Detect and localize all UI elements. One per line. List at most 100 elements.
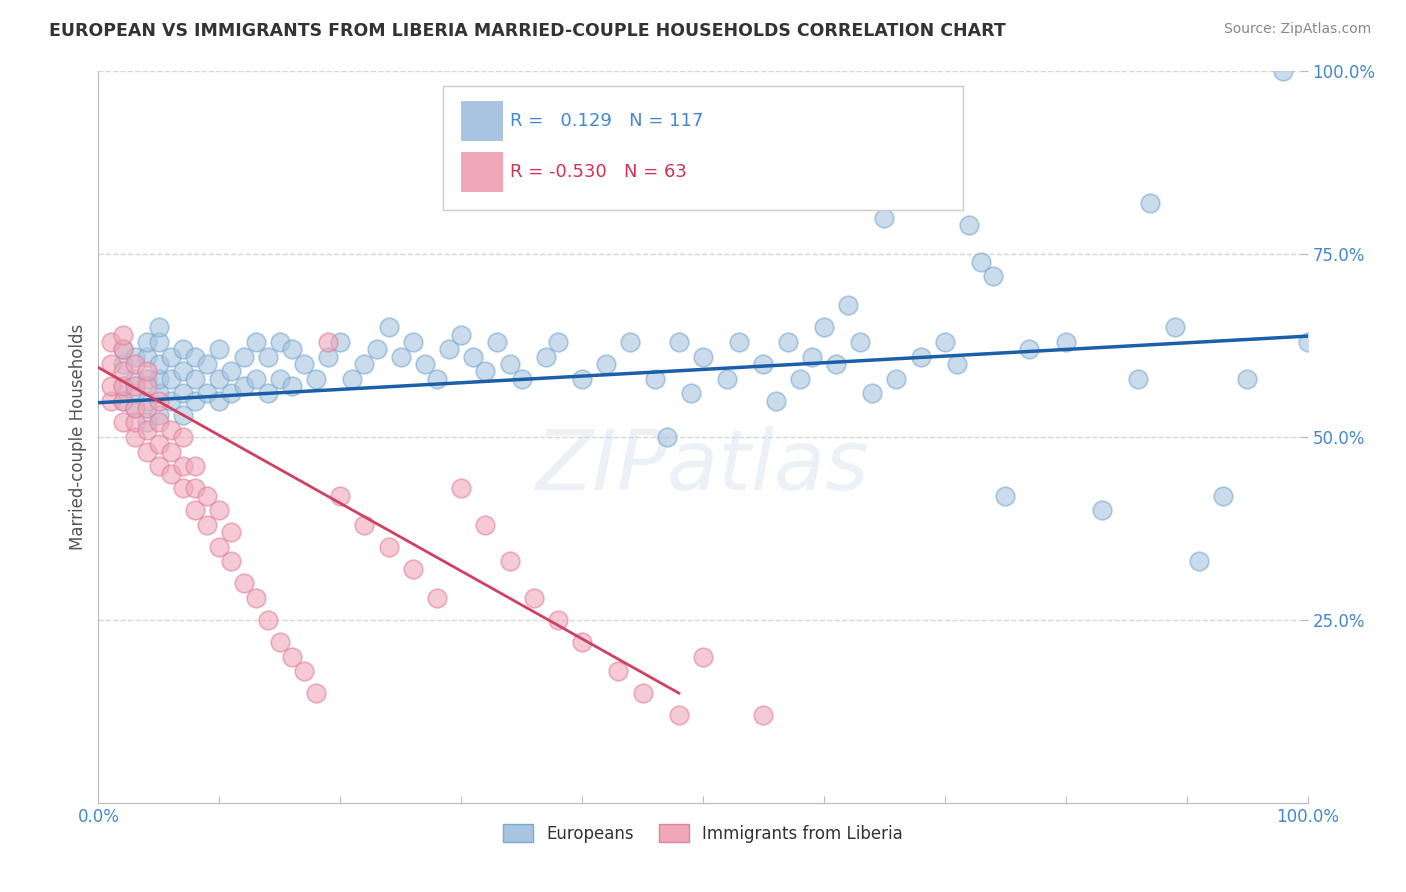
Point <box>329 489 352 503</box>
Point <box>172 459 194 474</box>
Legend: Europeans, Immigrants from Liberia: Europeans, Immigrants from Liberia <box>496 818 910 849</box>
Point <box>172 430 194 444</box>
Point <box>934 334 956 349</box>
Point <box>135 379 157 393</box>
Point <box>523 591 546 605</box>
Point <box>402 562 425 576</box>
Point <box>195 489 218 503</box>
Point <box>1163 320 1185 334</box>
Point <box>316 350 339 364</box>
Point <box>1236 371 1258 385</box>
Point <box>402 334 425 349</box>
Point <box>970 254 993 268</box>
Point <box>389 350 412 364</box>
Point <box>195 386 218 401</box>
Text: R =   0.129   N = 117: R = 0.129 N = 117 <box>509 112 703 129</box>
Point <box>148 357 170 371</box>
Point <box>692 649 714 664</box>
Point <box>148 393 170 408</box>
Point <box>860 386 883 401</box>
Point <box>245 591 267 605</box>
Point <box>437 343 460 357</box>
Point <box>111 416 134 430</box>
Point <box>316 334 339 349</box>
Point <box>342 371 364 385</box>
Point <box>172 408 194 422</box>
Point <box>256 350 278 364</box>
Point <box>148 334 170 349</box>
Point <box>1054 334 1077 349</box>
Point <box>486 334 509 349</box>
Point <box>281 343 304 357</box>
Point <box>329 334 352 349</box>
Point <box>269 371 291 385</box>
Point <box>221 364 243 378</box>
Point <box>172 364 194 378</box>
Point <box>1212 489 1234 503</box>
Point <box>232 350 254 364</box>
Point <box>692 350 714 364</box>
FancyBboxPatch shape <box>443 86 963 211</box>
Point <box>148 408 170 422</box>
Point <box>644 371 666 385</box>
Point <box>256 613 278 627</box>
Point <box>1139 196 1161 211</box>
Point <box>172 481 194 495</box>
Point <box>813 320 835 334</box>
Point <box>981 269 1004 284</box>
Point <box>232 576 254 591</box>
Point <box>100 334 122 349</box>
Point <box>208 371 231 385</box>
Point <box>135 423 157 437</box>
Point <box>135 416 157 430</box>
Point <box>135 393 157 408</box>
Point <box>281 379 304 393</box>
Point <box>135 371 157 385</box>
Point <box>184 459 207 474</box>
Point <box>800 350 823 364</box>
Point <box>752 708 775 723</box>
Point <box>474 517 496 532</box>
Point <box>172 343 194 357</box>
Point <box>124 430 146 444</box>
Point <box>124 401 146 415</box>
Point <box>679 386 702 401</box>
Point <box>111 364 134 378</box>
Point <box>111 393 134 408</box>
Point <box>208 503 231 517</box>
Point <box>994 489 1017 503</box>
Point <box>281 649 304 664</box>
Point <box>498 554 520 568</box>
Point <box>135 350 157 364</box>
Point <box>124 401 146 415</box>
Point <box>366 343 388 357</box>
Point <box>208 540 231 554</box>
Point <box>245 334 267 349</box>
Point <box>256 386 278 401</box>
Point <box>292 357 315 371</box>
Point <box>111 327 134 342</box>
Text: Source: ZipAtlas.com: Source: ZipAtlas.com <box>1223 22 1371 37</box>
Point <box>111 379 134 393</box>
Point <box>450 481 472 495</box>
Point <box>148 416 170 430</box>
Point <box>571 635 593 649</box>
Point <box>655 430 678 444</box>
Point <box>208 393 231 408</box>
Point <box>184 503 207 517</box>
Point <box>124 371 146 385</box>
Point <box>1018 343 1040 357</box>
Point <box>668 334 690 349</box>
Point <box>607 664 630 678</box>
Point <box>135 334 157 349</box>
Point <box>571 371 593 385</box>
Point <box>135 401 157 415</box>
Point <box>377 540 399 554</box>
Point <box>426 591 449 605</box>
Y-axis label: Married-couple Households: Married-couple Households <box>69 324 87 550</box>
Point <box>100 357 122 371</box>
Point <box>100 379 122 393</box>
Point <box>305 371 328 385</box>
Point <box>221 386 243 401</box>
Point <box>305 686 328 700</box>
